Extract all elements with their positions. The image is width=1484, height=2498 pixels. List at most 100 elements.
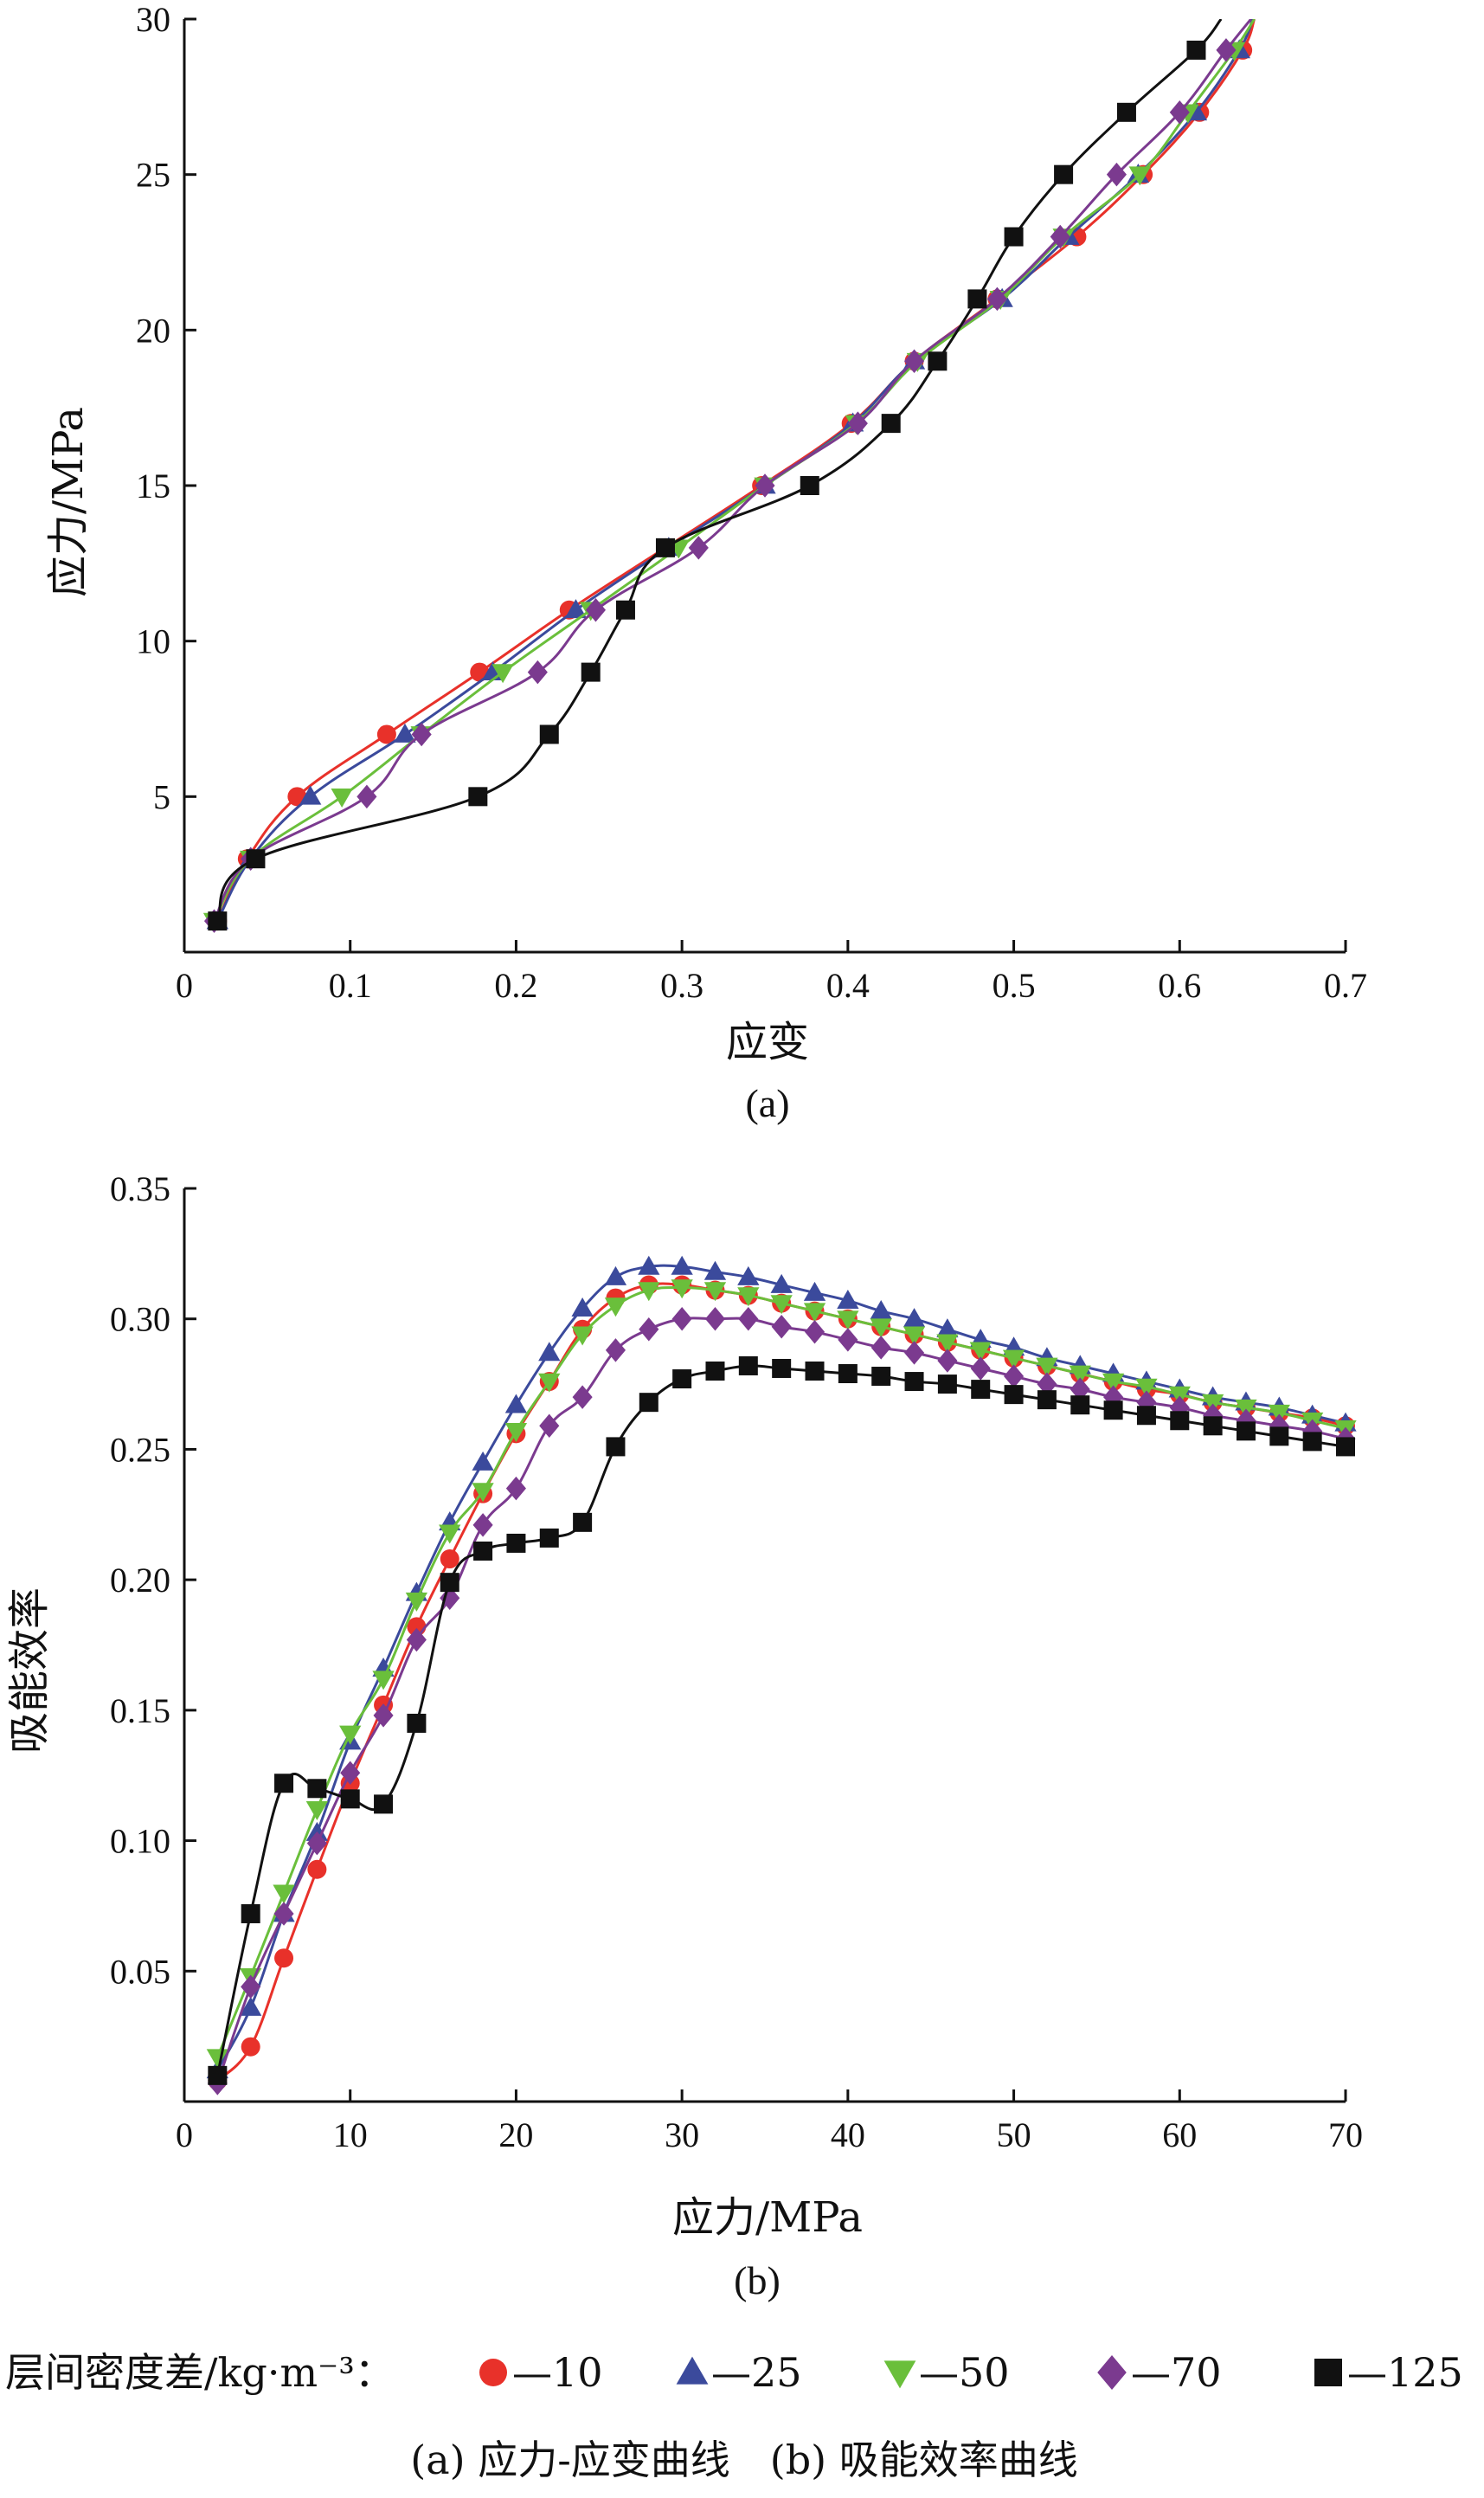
- b-data-point-70: [771, 1315, 792, 1339]
- a-y-tick-label: 5: [153, 777, 170, 816]
- a-data-point-70: [585, 597, 607, 622]
- a-data-point-50: [331, 788, 353, 808]
- panel-a-x-axis-label: 应变: [726, 1018, 809, 1066]
- b-data-point-70: [804, 1320, 826, 1344]
- b-data-point-125: [705, 1362, 725, 1381]
- a-data-point-50: [1128, 166, 1151, 186]
- a-y-tick-label: 20: [136, 311, 170, 350]
- b-data-point-70: [440, 1586, 460, 1610]
- b-data-point-25: [837, 1289, 859, 1309]
- a-data-point-25: [564, 599, 588, 619]
- b-data-point-50: [372, 1671, 395, 1690]
- b-data-point-125: [340, 1789, 360, 1809]
- b-data-point-10: [241, 2037, 260, 2057]
- b-data-point-50: [837, 1310, 859, 1330]
- b-data-point-70: [671, 1306, 692, 1331]
- b-data-point-70: [937, 1349, 958, 1373]
- a-data-point-125: [1116, 102, 1136, 122]
- b-x-tick-label: 70: [1328, 2115, 1363, 2154]
- b-data-point-70: [406, 1627, 427, 1652]
- legend: 层间密度差/kg·m⁻³： —10 —25 —50 —70 —125: [5, 2349, 1463, 2396]
- b-series-70: [207, 1306, 1356, 2096]
- a-data-point-125: [468, 787, 488, 807]
- panel-b-energy-absorption: 0 10 20 30 40 50 60 70 0.05 0.10 0.15 0.20 0.25 0.30 0…: [5, 1169, 1363, 2302]
- a-x-tick-label: 0.3: [660, 966, 703, 1005]
- b-data-point-10: [440, 1549, 459, 1569]
- b-data-point-25: [472, 1451, 494, 1471]
- legend-label: —25: [711, 2349, 802, 2396]
- a-data-point-125: [881, 414, 901, 434]
- a-x-tick-label: 0.5: [993, 966, 1036, 1005]
- a-data-point-70: [986, 286, 1007, 312]
- a-x-tick-label: 0: [176, 966, 193, 1005]
- b-data-point-25: [671, 1255, 693, 1275]
- a-data-point-70: [1106, 162, 1127, 187]
- a-data-point-125: [581, 662, 601, 682]
- b-data-point-125: [738, 1355, 758, 1375]
- panel-b-series: [206, 1255, 1357, 2096]
- a-data-point-125: [1054, 164, 1074, 184]
- b-data-point-70: [1037, 1372, 1057, 1396]
- b-data-point-50: [1102, 1373, 1125, 1393]
- a-x-tick-label: 0.2: [494, 966, 537, 1005]
- b-data-point-70: [639, 1317, 659, 1342]
- a-data-point-70: [1216, 38, 1237, 62]
- a-data-point-125: [1186, 40, 1206, 60]
- b-data-point-70: [306, 1831, 327, 1856]
- b-data-point-125: [1037, 1390, 1057, 1410]
- a-series-70: [203, 19, 1252, 933]
- panel-a-stress-strain: 0 0.1 0.2 0.3 0.4 0.5 0.6 0.7 5 10 15 20 25 30 应变 应力/…: [44, 0, 1367, 1125]
- b-data-point-50: [504, 1422, 528, 1442]
- b-data-point-25: [571, 1297, 594, 1317]
- b-data-point-50: [571, 1326, 594, 1346]
- a-series-line-70: [213, 19, 1252, 922]
- b-data-point-125: [1103, 1400, 1123, 1420]
- b-data-point-50: [870, 1318, 892, 1338]
- a-x-tick-label: 0.1: [329, 966, 372, 1005]
- b-series-25: [206, 1255, 1357, 2079]
- b-y-tick-label: 0.15: [110, 1691, 170, 1730]
- a-series-line-125: [215, 19, 1223, 922]
- a-data-point-70: [688, 536, 709, 560]
- b-data-point-50: [671, 1279, 693, 1299]
- b-data-point-125: [506, 1533, 526, 1553]
- b-data-point-10: [274, 1948, 294, 1968]
- b-data-point-25: [903, 1308, 926, 1328]
- a-data-point-70: [1169, 100, 1190, 125]
- a-data-point-10: [376, 724, 396, 744]
- b-y-tick-label: 0.35: [110, 1169, 170, 1208]
- b-data-point-25: [638, 1255, 660, 1275]
- panel-a-y-axis-label: 应力/MPa: [44, 407, 93, 597]
- a-data-point-125: [246, 849, 266, 869]
- a-data-point-70: [847, 411, 868, 435]
- b-data-point-70: [373, 1703, 394, 1728]
- b-data-point-25: [504, 1394, 528, 1413]
- b-data-point-70: [273, 1902, 294, 1926]
- a-x-tick-label: 0.7: [1324, 966, 1367, 1005]
- b-data-point-70: [870, 1336, 891, 1360]
- a-data-point-125: [615, 600, 635, 620]
- b-y-tick-label: 0.25: [110, 1430, 170, 1469]
- a-data-point-70: [1050, 224, 1070, 249]
- b-data-point-70: [605, 1338, 626, 1362]
- b-x-tick-label: 0: [176, 2115, 193, 2154]
- panel-a-series: [202, 19, 1256, 933]
- legend-marker-square: [1314, 2359, 1342, 2386]
- a-x-tick-label: 0.4: [826, 966, 870, 1005]
- b-data-point-70: [838, 1328, 858, 1352]
- b-data-point-70: [472, 1513, 493, 1537]
- b-data-point-125: [407, 1713, 427, 1733]
- panel-b-y-axis-label: 吸能效率: [5, 1587, 54, 1754]
- b-data-point-25: [538, 1342, 561, 1362]
- b-data-point-50: [339, 1725, 362, 1745]
- legend-marker-diamond: [1097, 2355, 1127, 2390]
- b-data-point-50: [405, 1592, 428, 1612]
- b-data-point-70: [738, 1306, 759, 1331]
- a-data-point-125: [928, 351, 948, 371]
- b-data-point-70: [505, 1476, 526, 1501]
- b-data-point-125: [606, 1437, 626, 1457]
- a-data-point-125: [800, 476, 819, 495]
- b-data-point-25: [240, 1996, 262, 2016]
- b-y-tick-label: 0.30: [110, 1300, 170, 1339]
- b-data-point-25: [870, 1300, 892, 1320]
